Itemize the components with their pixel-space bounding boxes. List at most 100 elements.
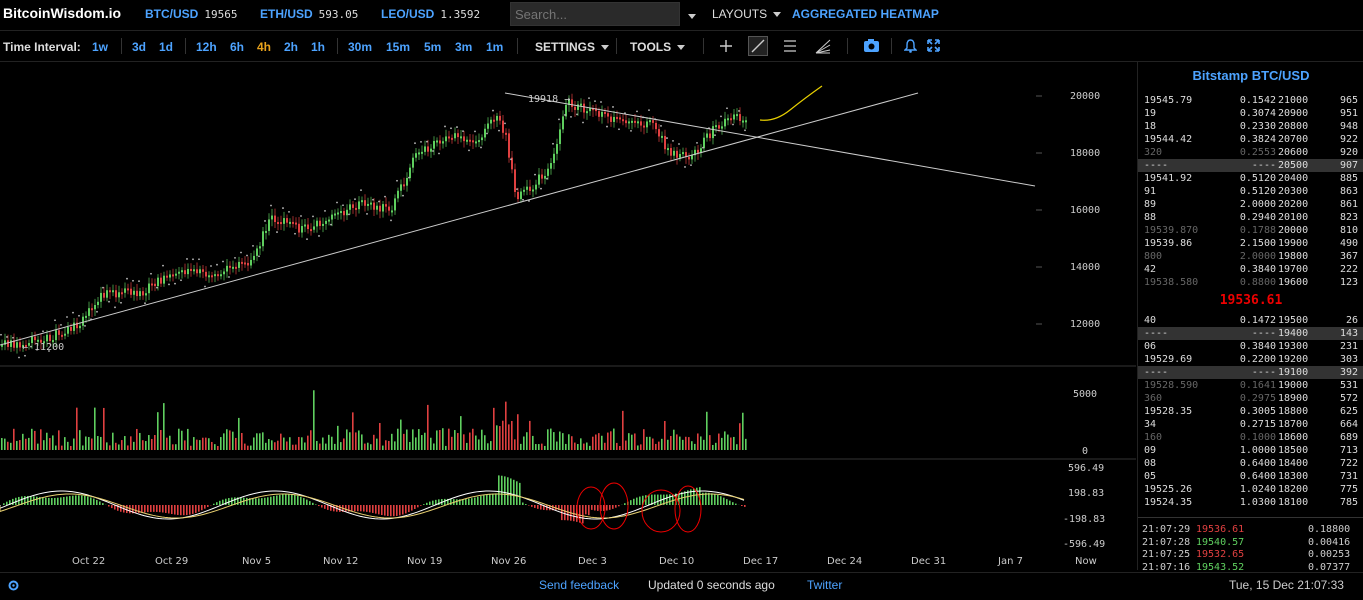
price-tick: 18000 [1070,148,1100,159]
sar-dots [0,97,746,358]
volume-bar [190,446,192,450]
sar-dot [126,278,128,280]
sar-dot [552,143,554,145]
camera-icon[interactable] [864,39,879,52]
interval-3m[interactable]: 3m [455,40,472,54]
tools-label: TOOLS [630,40,671,54]
macd-bar [48,498,50,505]
interval-1w[interactable]: 1w [92,40,108,54]
sar-dot [6,336,8,338]
interval-4h[interactable]: 4h [257,40,271,54]
interval-30m[interactable]: 30m [348,40,372,54]
sar-dot [576,113,578,115]
interval-3d[interactable]: 3d [132,40,146,54]
interval-1h[interactable]: 1h [311,40,325,54]
sar-dot [720,115,722,117]
interval-1m[interactable]: 1m [486,40,503,54]
interval-12h[interactable]: 12h [196,40,217,54]
volume-bar [484,435,486,450]
interval-15m[interactable]: 15m [386,40,410,54]
volume-bar [385,440,387,450]
interval-2h[interactable]: 2h [284,40,298,54]
macd-bar [564,505,566,520]
fullscreen-icon[interactable] [927,39,940,52]
line-tool-icon[interactable] [748,36,768,56]
bell-icon[interactable] [904,39,917,53]
twitter-link[interactable]: Twitter [807,578,842,592]
heatmap-link[interactable]: AGGREGATED HEATMAP [792,7,939,21]
price-tick: 12000 [1070,319,1100,330]
macd-bar [174,505,176,515]
settings-menu[interactable]: SETTINGS [535,40,609,54]
volume-bar [583,444,585,450]
sar-dot [60,324,62,326]
volume-bar [550,429,552,450]
search-input[interactable] [510,2,680,26]
volume-bar [352,412,354,450]
interval-6h[interactable]: 6h [230,40,244,54]
send-feedback-link[interactable]: Send feedback [539,578,619,592]
tools-menu[interactable]: TOOLS [630,40,685,54]
search-dropdown-icon[interactable] [688,9,696,23]
order-amount: 0.2975 [1222,392,1276,405]
macd-bar [666,495,668,505]
horizontal-lines-icon[interactable] [783,39,797,53]
sar-dot [78,315,80,317]
order-book-title: Bitstamp BTC/USD [1138,68,1363,83]
fibonacci-fan-icon[interactable] [815,38,831,54]
gear-icon[interactable] [7,579,20,592]
macd-bar [252,498,254,505]
macd-bar [87,497,89,505]
macd-bar [186,505,188,515]
price-chart[interactable]: 19918 → ← 11200 20000 18000 16000 14000 … [0,62,1136,570]
site-logo[interactable]: BitcoinWisdom.io [3,5,121,21]
interval-1d[interactable]: 1d [159,40,173,54]
volume-bar [259,433,261,450]
volume-bar [457,433,459,450]
crosshair-icon[interactable] [719,39,733,53]
volume-bar [214,444,216,450]
macd-bar [489,494,491,505]
interval-5m[interactable]: 5m [424,40,441,54]
chart-area[interactable]: 19918 → ← 11200 20000 18000 16000 14000 … [0,62,1136,570]
volume-bar [652,439,654,450]
order-price: 19528.590 [1144,379,1208,392]
volume-bar [94,408,96,450]
layouts-menu[interactable]: LAYOUTS [712,7,781,21]
volume-bar [496,425,498,450]
